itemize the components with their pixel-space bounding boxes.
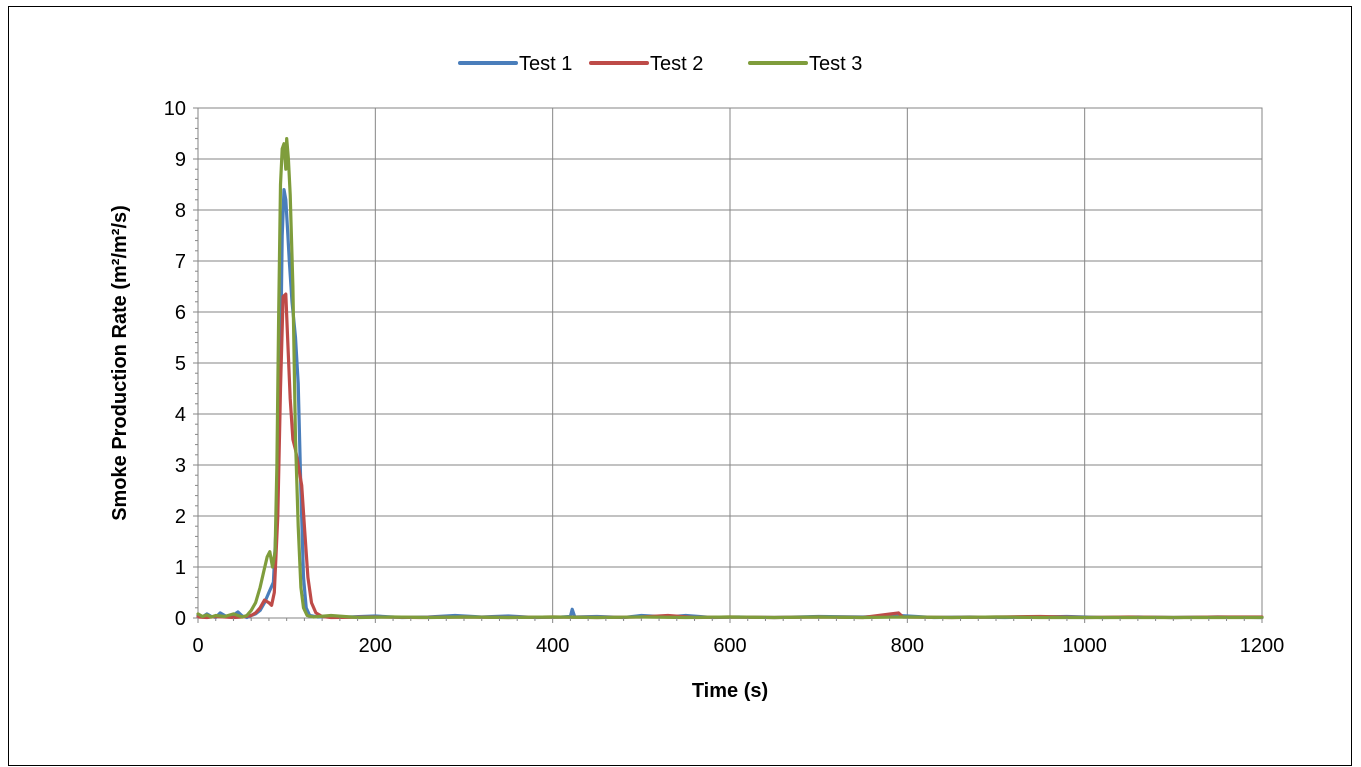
y-tick-label: 4 (175, 404, 186, 426)
y-tick-label: 9 (175, 149, 186, 171)
x-tick-label: 1200 (1240, 635, 1285, 657)
series-line-test-3 (196, 137, 1264, 620)
y-tick-label: 10 (164, 98, 186, 120)
x-axis-title: Time (s) (692, 680, 768, 702)
y-tick-label: 0 (175, 608, 186, 630)
y-tick-label: 3 (175, 455, 186, 477)
x-tick-label: 0 (192, 635, 203, 657)
legend: Test 1 Test 2 Test 3 (458, 53, 862, 75)
x-tick-label: 600 (713, 635, 746, 657)
axes: 0 1 2 3 4 5 6 7 8 9 10 0 200 400 600 800 1000 1200 (164, 98, 1285, 657)
y-tick-label: 1 (175, 557, 186, 579)
legend-label-test-1: Test 1 (519, 53, 572, 75)
chart-svg: 0 1 2 3 4 5 6 7 8 9 10 0 200 400 600 800 1000 1200 Test 1… (109, 53, 1285, 702)
y-tick-label: 5 (175, 353, 186, 375)
y-tick-label: 6 (175, 302, 186, 324)
x-tick-label: 200 (359, 635, 392, 657)
y-axis-title: Smoke Production Rate (m²/m²/s) (109, 205, 131, 521)
gridlines (197, 107, 1263, 619)
legend-label-test-3: Test 3 (809, 53, 862, 75)
x-tick-label: 1000 (1062, 635, 1107, 657)
x-tick-label: 800 (891, 635, 924, 657)
y-tick-label: 2 (175, 506, 186, 528)
x-tick-label: 400 (536, 635, 569, 657)
y-tick-label: 7 (175, 251, 186, 273)
legend-label-test-2: Test 2 (650, 53, 703, 75)
series-lines (196, 137, 1264, 620)
y-tick-label: 8 (175, 200, 186, 222)
series-line-test-2 (196, 292, 1264, 620)
chart-frame: 0 1 2 3 4 5 6 7 8 9 10 0 200 400 600 800 1000 1200 Test 1… (8, 6, 1352, 766)
